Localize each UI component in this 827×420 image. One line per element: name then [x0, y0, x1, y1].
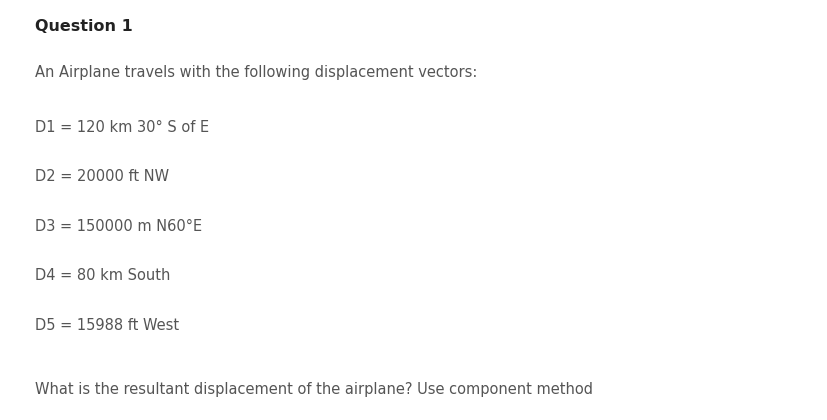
Text: Question 1: Question 1: [35, 19, 132, 34]
Text: An Airplane travels with the following displacement vectors:: An Airplane travels with the following d…: [35, 65, 476, 80]
Text: D3 = 150000 m N60°E: D3 = 150000 m N60°E: [35, 219, 202, 234]
Text: D5 = 15988 ft West: D5 = 15988 ft West: [35, 318, 179, 333]
Text: D1 = 120 km 30° S of E: D1 = 120 km 30° S of E: [35, 120, 208, 135]
Text: What is the resultant displacement of the airplane? Use component method: What is the resultant displacement of th…: [35, 382, 592, 397]
Text: D4 = 80 km South: D4 = 80 km South: [35, 268, 170, 284]
Text: D2 = 20000 ft NW: D2 = 20000 ft NW: [35, 169, 169, 184]
